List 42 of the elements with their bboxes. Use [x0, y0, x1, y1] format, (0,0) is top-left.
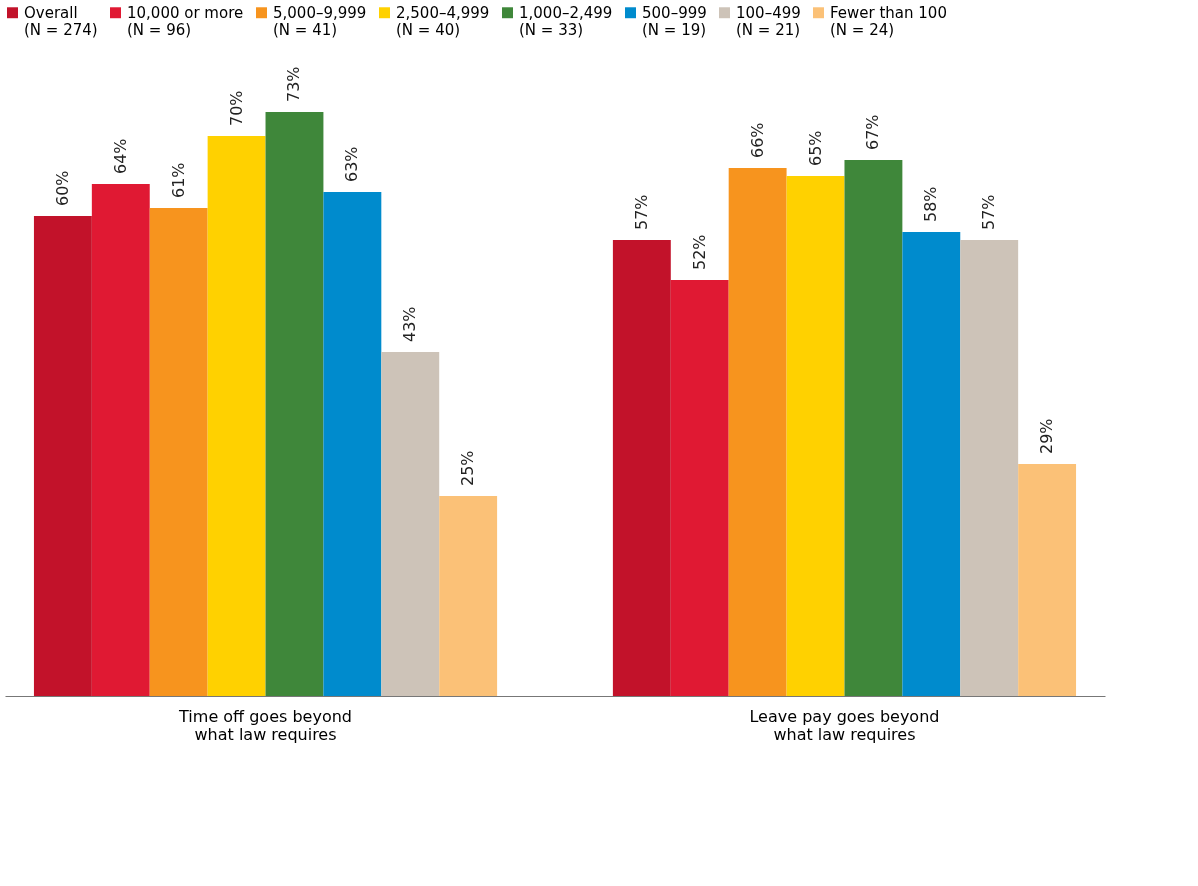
legend-label: 500–999 (N = 19) — [642, 3, 707, 39]
x-tick-label: Leave pay goes beyond what law requires — [749, 706, 940, 744]
bar — [149, 208, 208, 696]
legend-label: 100–499 (N = 21) — [736, 3, 801, 39]
data-label: 73% — [284, 66, 304, 102]
bar — [902, 232, 961, 696]
bar — [960, 240, 1019, 696]
data-label: 57% — [979, 194, 999, 230]
data-label: 64% — [110, 138, 130, 174]
bar — [91, 184, 150, 696]
bar — [439, 496, 498, 696]
bar — [381, 352, 440, 696]
data-label: 63% — [342, 146, 362, 182]
data-label: 60% — [52, 170, 72, 206]
bar — [612, 240, 671, 696]
bar — [1018, 464, 1077, 696]
data-label: 43% — [400, 306, 420, 342]
data-label: 66% — [747, 122, 767, 158]
data-label: 29% — [1037, 418, 1057, 454]
bar — [670, 280, 729, 696]
bar — [728, 168, 787, 696]
legend-label: 5,000–9,999 (N = 41) — [273, 3, 367, 39]
legend-label: 1,000–2,499 (N = 33) — [519, 3, 613, 39]
legend-label: Fewer than 100 (N = 24) — [830, 3, 947, 39]
data-label: 52% — [689, 234, 709, 270]
legend-label: Overall (N = 274) — [24, 3, 98, 39]
bar — [844, 160, 903, 696]
bar — [265, 112, 324, 696]
x-tick-label: Time off goes beyond what law requires — [178, 706, 352, 744]
data-label: 61% — [168, 162, 188, 198]
data-label: 25% — [458, 450, 478, 486]
data-label: 65% — [805, 130, 825, 166]
data-label: 70% — [226, 90, 246, 126]
bar — [323, 192, 382, 696]
legend-label: 10,000 or more (N = 96) — [127, 3, 244, 39]
bar — [786, 176, 845, 696]
data-label: 58% — [921, 186, 941, 222]
data-label: 67% — [863, 114, 883, 150]
legend-label: 2,500–4,999 (N = 40) — [396, 3, 490, 39]
data-label: 57% — [631, 194, 651, 230]
bar — [207, 136, 266, 696]
bar — [33, 216, 92, 696]
